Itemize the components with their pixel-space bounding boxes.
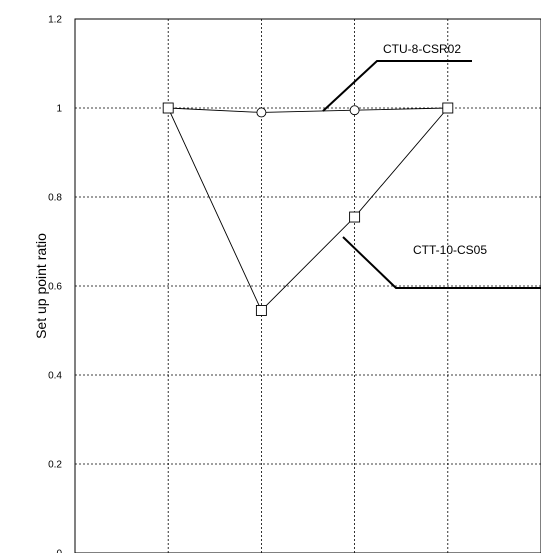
y-axis-label: Set up point ratio [33,233,49,339]
data-point-ctu-8-csr02-1 [256,107,267,118]
series-line-ctu-8-csr02 [168,107,448,113]
data-point-ctt-10-cs05-3 [442,102,454,114]
y-tick-label-6: 1.2 [48,15,62,26]
y-tick-label-3: 0.6 [48,282,62,293]
y-tick-label-5: 1 [56,104,62,115]
data-point-ctt-10-cs05-1 [255,305,267,316]
plot-frame [74,18,541,553]
gridlines [75,18,541,553]
y-axis-ticks: 0 0.2 0.4 0.6 0.8 1 1.2 [48,15,62,553]
callout-label-ctt-10-cs05: CTT-10-CS05 [413,243,487,257]
y-tick-label-4: 0.8 [48,193,62,204]
y-tick-label-2: 0.4 [48,371,62,382]
callout-label-ctu-8-csr02: CTU-8-CSR02 [383,42,461,56]
data-point-ctt-10-cs05-0 [162,102,174,114]
callout-leader-ctu-8-csr02 [322,60,472,112]
data-point-ctt-10-cs05-2 [349,211,361,223]
series-line-ctt-10-cs05 [167,107,449,312]
y-tick-label-1: 0.2 [48,460,62,471]
callout-leader-ctt-10-cs05 [342,236,541,289]
y-tick-label-0: 0 [56,549,62,553]
callouts: CTU-8-CSR02 CTT-10-CS05 [322,42,541,289]
data-point-ctu-8-csr02-2 [349,105,360,116]
data-series [162,102,454,316]
